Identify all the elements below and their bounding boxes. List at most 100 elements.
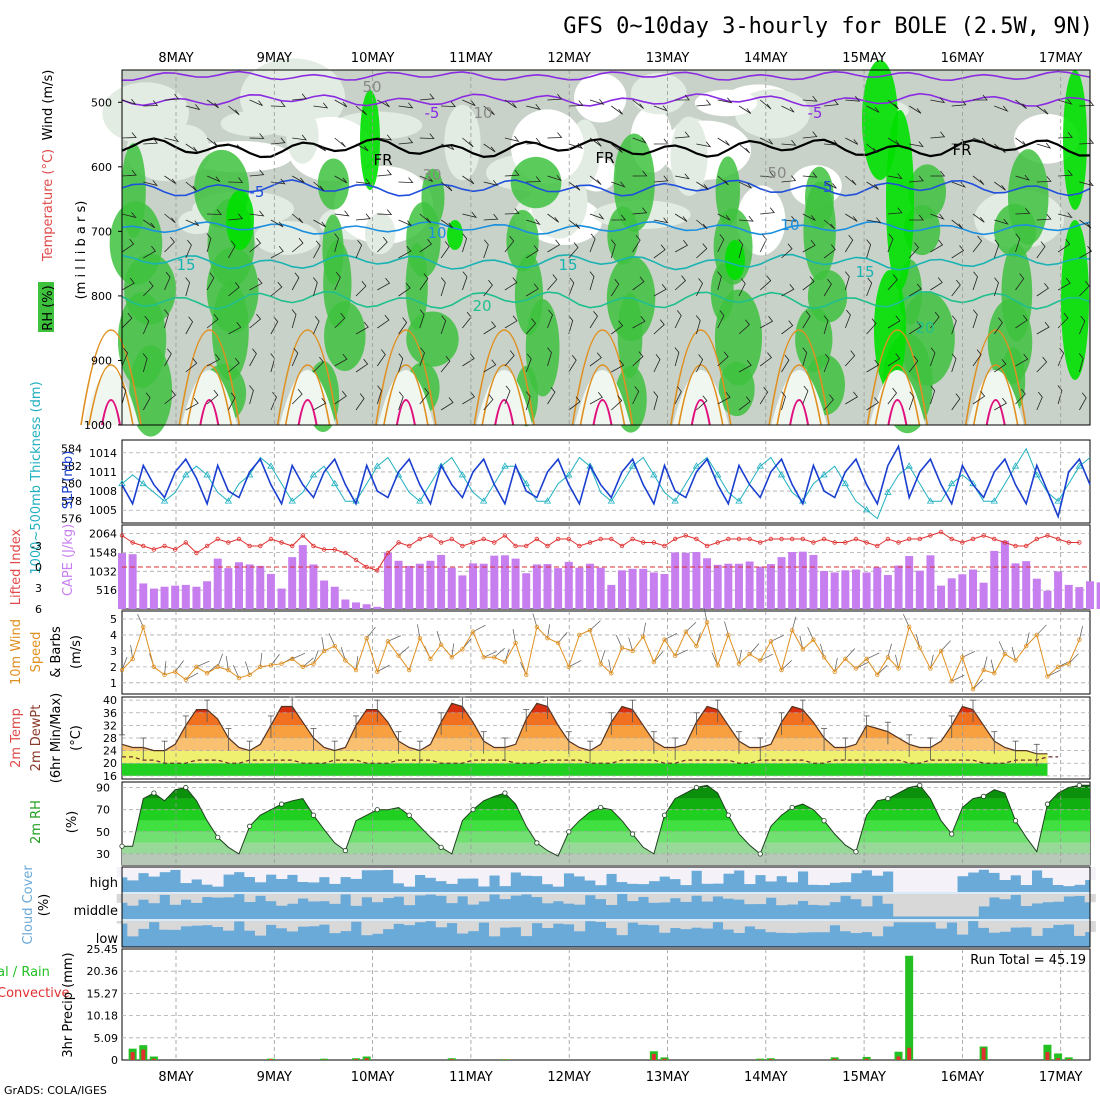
wind-barb [504,169,520,177]
wind-barb [1079,626,1083,640]
wind-barb [845,137,859,145]
wind-barb [355,358,369,373]
wind-barb [1036,213,1052,221]
cape-bar [947,578,956,609]
wind-speed-marker [896,666,901,671]
lifted-index-marker [460,543,465,549]
lifted-index-marker [119,533,125,538]
thickness-tick-label: 578 [61,495,82,508]
lifted-index-marker [279,540,284,545]
wind-speed-marker [651,659,657,665]
cloud-cell [733,921,745,933]
lifted-index-marker [768,536,774,542]
lifted-index-marker [289,543,295,549]
boundary-layer-dome [869,370,926,425]
cape-bar [649,572,658,609]
wind-barb [738,181,752,189]
wind-barb [525,283,539,297]
lifted-index-marker [694,536,699,542]
cloud-cell [297,867,309,882]
cape-bar [479,563,488,609]
wind-barb [228,213,244,221]
precip-convective-bar [1045,1052,1050,1060]
wind-barb [547,347,552,367]
wind-barb [632,99,644,109]
wind-barb [249,313,262,329]
footer-credit: GrADS: COLA/IGES [4,1084,107,1097]
cloud-cell [840,894,852,896]
wind-barb [844,271,850,291]
cloud-cell [488,867,501,876]
wind-barb [313,650,319,664]
wind-barb [228,177,244,183]
wind-barb [632,351,644,367]
cloud-cell [361,921,373,936]
wind-barb [909,141,924,148]
wind-barb [121,98,137,105]
wind-barb [972,137,988,144]
rh-saturated-area [886,110,914,290]
isotherm-25 [80,329,142,426]
precip-convective-bar [354,1059,359,1060]
wind-barb [440,277,446,297]
wind-barb [823,219,836,230]
lifted-index-axis-label: Lifted Index [9,528,24,605]
cape-bar [862,572,871,609]
wind-barb [249,133,265,139]
lifted-index-marker [183,540,189,545]
wind-barb [164,348,172,367]
wind-barb [292,175,305,184]
isotherm-30 [776,364,822,426]
cape-bar [766,564,775,609]
cloud-cell [903,867,915,892]
wind-barb [440,143,455,150]
wind-barb [313,143,326,152]
wind-barb [1079,315,1086,335]
cloud-cell [882,894,894,904]
wind-barb [494,647,506,658]
cloud-cell [414,867,426,876]
wind-barb [653,283,667,297]
wind-barb [632,315,646,329]
wind-barb [398,353,404,373]
wind-barb [1057,277,1071,291]
cloud-cell [1063,894,1075,897]
wind-speed-marker [1077,637,1082,642]
wind-barb [1078,353,1084,373]
wind-barb [908,321,922,335]
wind-barb [313,240,321,259]
cloud-cell [499,867,511,887]
thickness-marker [458,471,467,478]
lifted-index-marker [162,543,167,549]
wind-barb [760,653,773,661]
lifted-index-marker [247,543,252,549]
wind-barb [717,271,722,291]
wind-barb [738,396,751,411]
cloud-cell [988,867,1001,873]
contour-label: 10 [427,224,446,242]
thickness-marker [309,471,318,478]
wind-barb [799,635,804,650]
cloud-cell [201,921,213,926]
cape-bar [660,573,669,609]
precip-convective-bar [364,1058,369,1060]
cloud-cell [159,867,171,873]
cloud-cell [978,867,990,870]
cloud-cell [318,921,330,925]
cloud-cell [382,894,394,899]
cape-bar [426,560,435,609]
wind-barb [589,271,595,291]
cloud-cell [286,894,299,904]
rh-dry-area [670,116,708,196]
wind-barb [355,213,371,221]
wind-barb [462,233,468,253]
cloud-cell [435,867,447,882]
wind-barb [483,394,494,411]
wind-barb [228,322,242,335]
wind-barb [653,175,669,183]
wind-speed-marker [268,663,274,668]
wind-barb [249,348,257,367]
cloud-cell [457,894,469,897]
cloud-cell [754,921,767,930]
cape-bar [968,569,977,609]
